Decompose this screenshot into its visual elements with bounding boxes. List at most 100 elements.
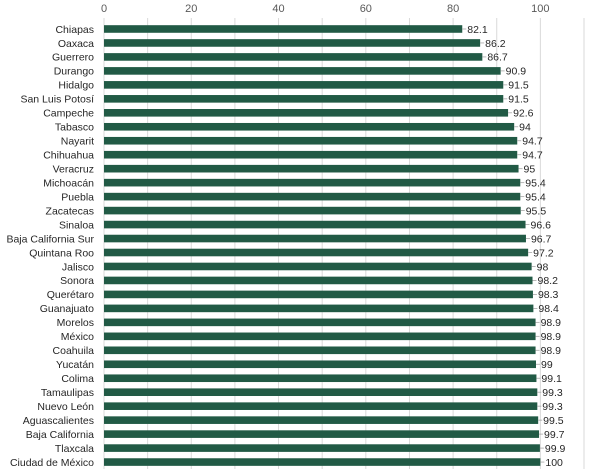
bar [104,248,529,257]
bar [104,53,483,61]
category-label: Quintana Roo [29,247,94,259]
bar [104,150,518,159]
data-label: 96.7 [531,233,552,245]
category-label: Sinaloa [59,219,94,231]
data-label: 98.4 [538,303,559,315]
category-label: Morelos [57,317,94,329]
data-label: 95 [524,163,536,175]
bar [104,164,519,173]
category-label: Yucatán [56,359,94,371]
bar [104,402,538,410]
bar [104,430,540,438]
category-label: Colima [61,373,94,385]
data-label: 99.1 [541,373,562,385]
bar [104,178,521,187]
data-label: 90.9 [506,66,527,78]
category-labels: Chiapas Oaxaca Guerrero Durango Hidalgo San L… [6,24,94,469]
data-label: 99.9 [545,443,566,455]
data-label: 98.9 [541,317,562,329]
bar [104,360,536,369]
x-tick-label: 0 [101,3,107,15]
category-label: Aguascalientes [23,415,94,427]
bar [104,458,541,466]
data-label: 95.5 [526,205,547,217]
data-label: 95.4 [525,177,546,189]
category-label: Chiapas [55,24,94,36]
category-label: Guerrero [52,52,94,64]
category-label: Guanajuato [40,303,94,315]
bar [104,234,526,243]
category-label: Sonora [60,275,94,287]
category-label: Tabasco [55,122,94,134]
bar [104,39,481,47]
x-tick-label: 20 [185,3,197,15]
bar [104,81,504,89]
bar [104,332,536,341]
category-label: Querétaro [47,289,94,301]
category-label: Coahuila [53,345,95,357]
bar [104,276,533,285]
data-label: 91.5 [508,80,529,92]
x-tick-label: 60 [360,3,372,15]
bar [104,95,504,103]
data-label: 86.7 [487,52,508,64]
data-label: 96.6 [531,219,552,231]
category-label: Durango [54,66,94,78]
data-label: 86.2 [485,38,506,50]
bar [104,192,521,201]
bar [104,290,533,299]
bar [104,25,463,33]
category-label: Oaxaca [58,38,94,50]
bar [104,220,526,229]
data-label: 82.1 [467,24,488,36]
bar [104,318,536,327]
x-tick-label: 80 [447,3,459,15]
category-label: Puebla [61,191,94,203]
category-label: Baja California Sur [6,233,94,245]
bar [104,109,509,117]
category-label: México [61,331,94,343]
category-label: Tlaxcala [55,443,94,455]
data-label: 92.6 [513,108,534,120]
category-label: Veracruz [53,163,94,175]
data-label: 98.2 [538,275,559,287]
data-label: 99.3 [542,401,563,413]
bar [104,346,536,355]
data-label: 97.2 [533,247,554,259]
category-label: Michoacán [43,177,94,189]
category-label: Campeche [43,108,94,120]
data-label: 98.9 [541,331,562,343]
data-label: 100 [545,457,563,469]
x-axis-ticks: 0 20 40 60 80 100 [101,3,550,15]
bar [104,304,534,313]
category-label: Hidalgo [58,80,94,92]
data-label: 99.3 [542,387,563,399]
category-label: Jalisco [62,261,94,273]
category-label: Chihuahua [43,150,94,162]
bar [104,136,518,145]
bar [104,444,540,452]
category-label: Nayarit [61,136,94,148]
bars [104,25,541,466]
bar [104,262,532,271]
category-label: Baja California [26,429,94,441]
category-label: Ciudad de México [10,457,94,469]
category-label: Zacatecas [46,205,94,217]
x-tick-label: 100 [531,3,549,15]
x-tick-label: 40 [272,3,284,15]
data-label: 99.5 [543,415,564,427]
data-label: 98 [537,261,549,273]
bar [104,388,538,397]
category-label: Nuevo León [37,401,94,413]
bar [104,206,521,215]
data-label: 95.4 [525,191,546,203]
data-label: 99 [541,359,553,371]
data-label: 94.7 [522,150,543,162]
data-label: 94 [519,122,531,134]
data-labels: 82.186.286.790.991.591.592.69494.794.795… [462,24,566,469]
data-label: 91.5 [508,94,529,106]
category-label: San Luis Potosí [20,94,94,106]
bar [104,67,501,75]
